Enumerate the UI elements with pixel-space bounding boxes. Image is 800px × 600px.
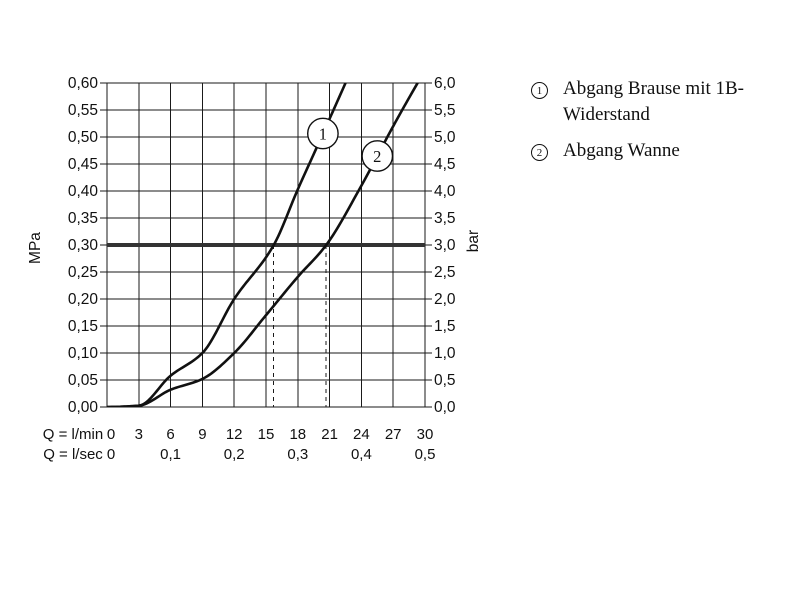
svg-text:6: 6 xyxy=(166,426,174,443)
svg-text:2,5: 2,5 xyxy=(434,264,456,281)
svg-text:0,45: 0,45 xyxy=(68,156,98,173)
svg-text:2,0: 2,0 xyxy=(434,291,456,308)
svg-text:15: 15 xyxy=(258,426,275,443)
svg-text:0,40: 0,40 xyxy=(68,183,99,200)
svg-text:0,25: 0,25 xyxy=(68,264,98,281)
svg-text:3,5: 3,5 xyxy=(434,210,456,227)
svg-text:1,0: 1,0 xyxy=(434,345,456,362)
svg-text:18: 18 xyxy=(289,426,306,443)
svg-text:Q = l/min: Q = l/min xyxy=(43,426,103,443)
svg-text:0,0: 0,0 xyxy=(434,399,456,416)
svg-text:0,1: 0,1 xyxy=(160,446,181,463)
svg-text:0,3: 0,3 xyxy=(287,446,308,463)
svg-text:1: 1 xyxy=(319,125,327,144)
svg-text:0,55: 0,55 xyxy=(68,102,98,119)
svg-text:30: 30 xyxy=(417,426,434,443)
svg-text:0,35: 0,35 xyxy=(68,210,98,227)
svg-text:0,30: 0,30 xyxy=(68,237,99,254)
svg-text:5,0: 5,0 xyxy=(434,129,456,146)
svg-text:0: 0 xyxy=(107,446,115,463)
svg-text:0,5: 0,5 xyxy=(434,372,456,389)
svg-text:MPa: MPa xyxy=(27,232,44,264)
svg-text:21: 21 xyxy=(321,426,338,443)
svg-text:bar: bar xyxy=(465,230,482,252)
svg-text:0,10: 0,10 xyxy=(68,345,99,362)
svg-text:3,0: 3,0 xyxy=(434,237,456,254)
svg-text:4,0: 4,0 xyxy=(434,183,456,200)
svg-text:27: 27 xyxy=(385,426,402,443)
svg-text:2: 2 xyxy=(373,147,381,166)
svg-text:24: 24 xyxy=(353,426,370,443)
svg-text:0: 0 xyxy=(107,426,115,443)
svg-text:12: 12 xyxy=(226,426,243,443)
svg-text:0,2: 0,2 xyxy=(224,446,245,463)
svg-text:3: 3 xyxy=(135,426,143,443)
svg-text:0,15: 0,15 xyxy=(68,318,98,335)
svg-text:0,60: 0,60 xyxy=(68,75,99,92)
svg-text:9: 9 xyxy=(198,426,206,443)
svg-text:0,05: 0,05 xyxy=(68,372,98,389)
svg-text:5,5: 5,5 xyxy=(434,102,456,119)
svg-text:0,20: 0,20 xyxy=(68,291,99,308)
svg-text:0,50: 0,50 xyxy=(68,129,99,146)
svg-text:1,5: 1,5 xyxy=(434,318,456,335)
svg-text:Q = l/sec: Q = l/sec xyxy=(43,446,103,463)
svg-text:4,5: 4,5 xyxy=(434,156,456,173)
svg-text:0,4: 0,4 xyxy=(351,446,372,463)
svg-text:0,5: 0,5 xyxy=(415,446,436,463)
svg-text:0,00: 0,00 xyxy=(68,399,99,416)
svg-text:6,0: 6,0 xyxy=(434,75,456,92)
